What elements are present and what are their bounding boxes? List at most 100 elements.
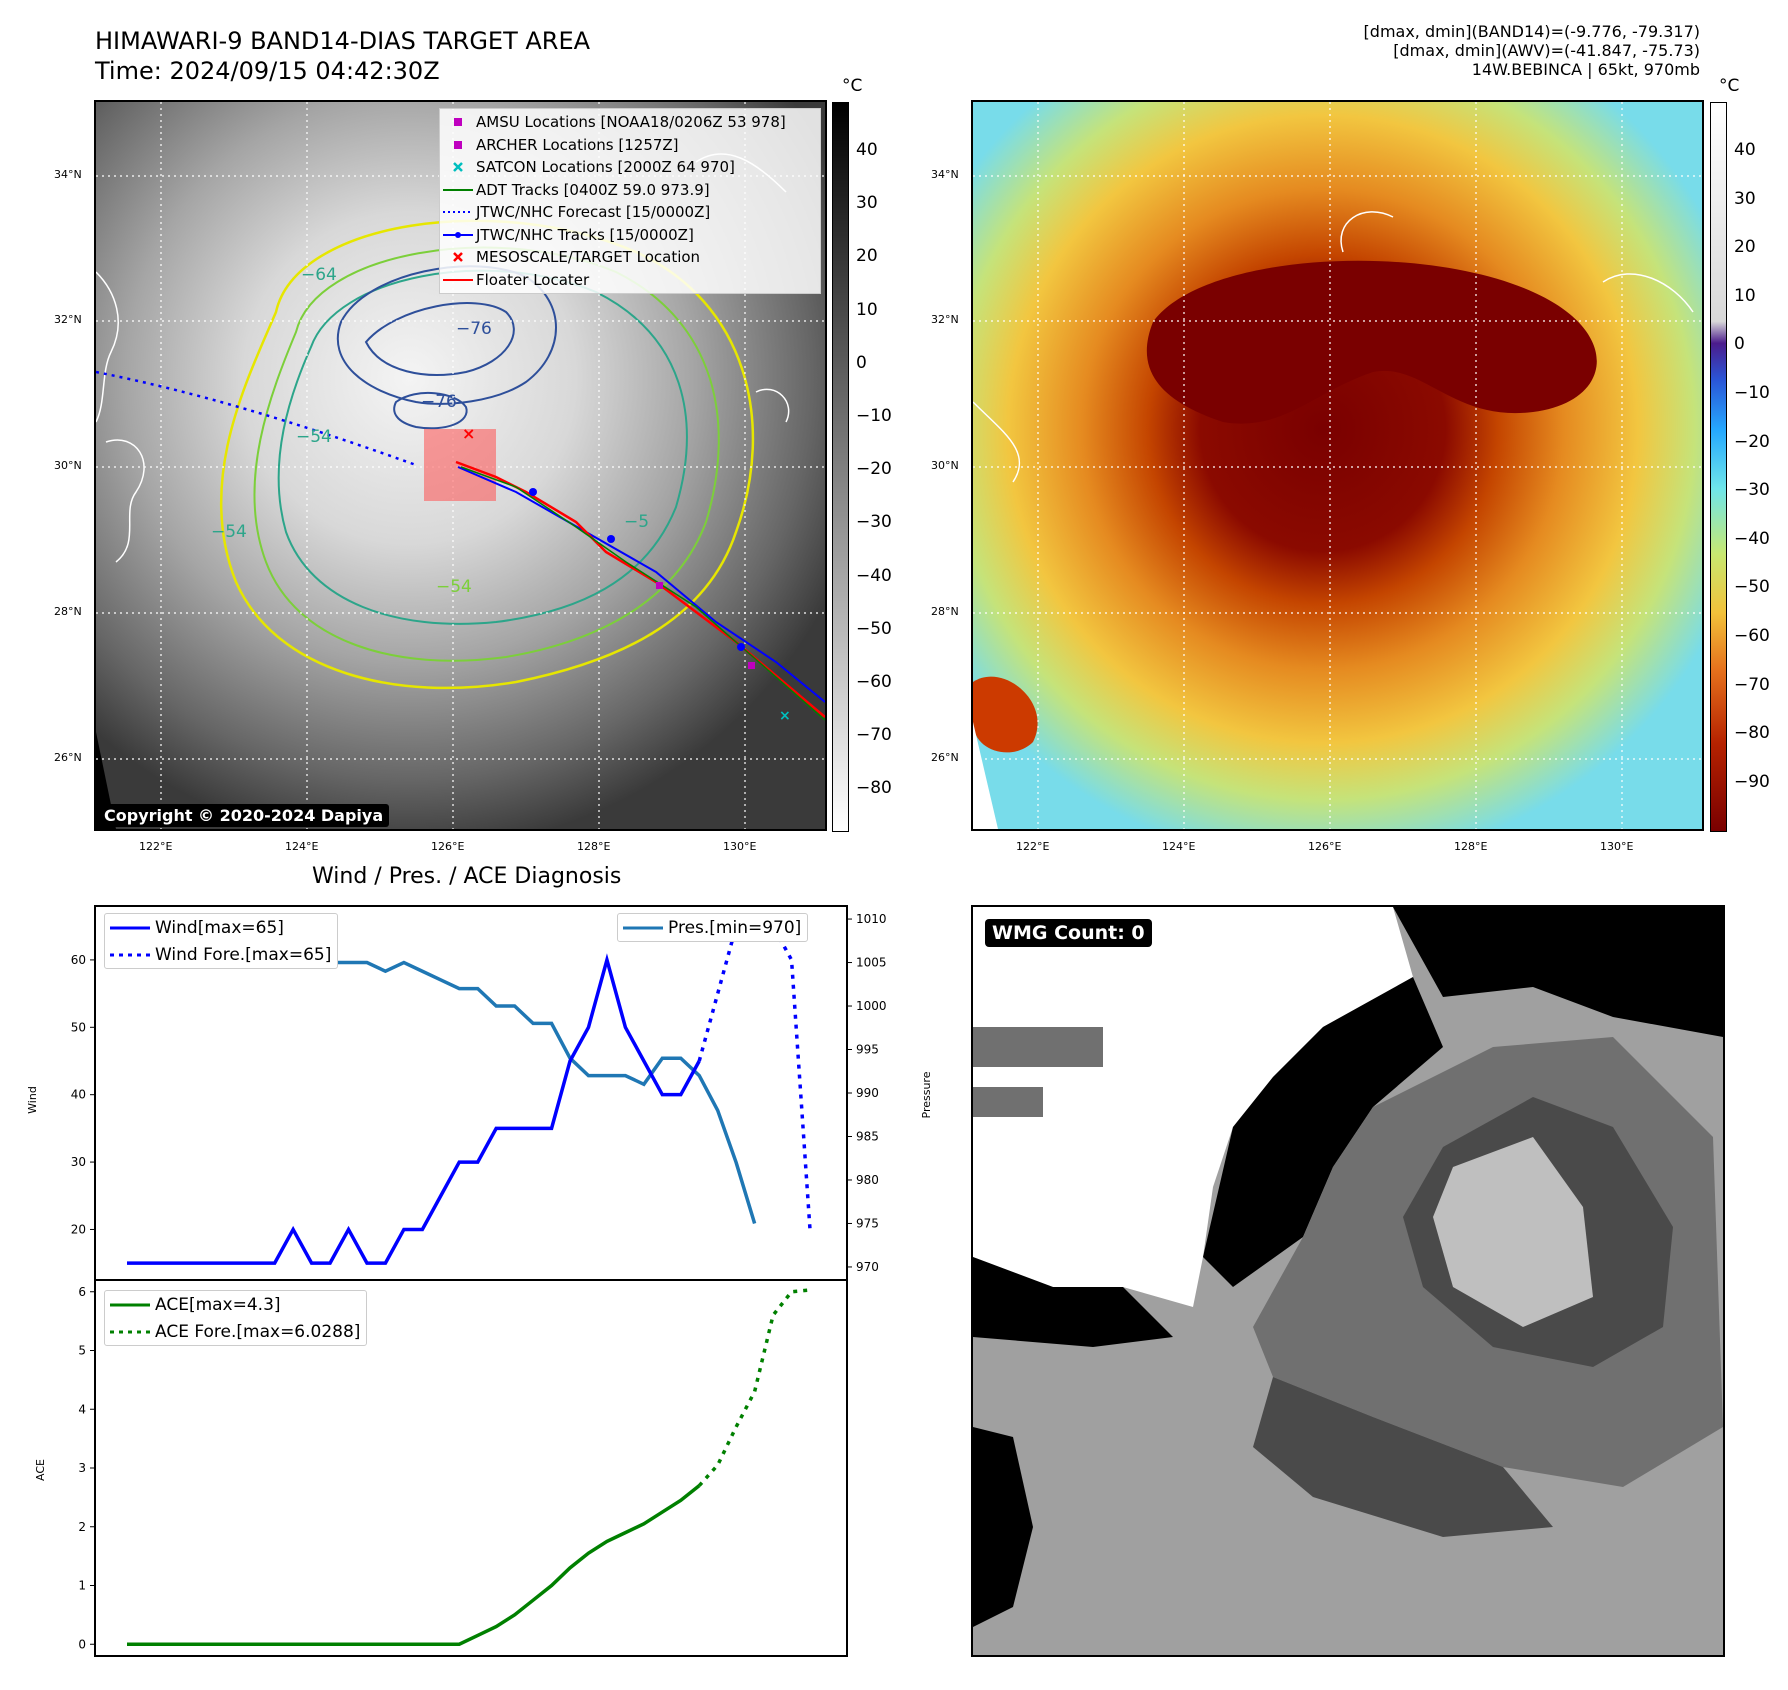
colorbar-tick: −50: [856, 618, 892, 639]
colorbar-tick: 40: [1734, 140, 1756, 160]
colorbar-tick: −60: [1734, 626, 1770, 646]
pressure-tick-label: 975: [856, 1216, 879, 1230]
awv-map-panel: [971, 100, 1704, 831]
ir-legend-item: AMSU Locations [NOAA18/0206Z 53 978]: [440, 111, 820, 134]
ace-tick-label: 5: [78, 1344, 86, 1358]
ir-legend-label: ARCHER Locations [1257Z]: [476, 135, 679, 154]
wind-axis-label: Wind: [26, 1086, 39, 1114]
ir-legend-label: JTWC/NHC Forecast [15/0000Z]: [476, 203, 711, 222]
pressure-tick-label: 985: [856, 1129, 879, 1143]
wind-tick-label: 20: [71, 1222, 86, 1236]
svg-text:×: ×: [462, 424, 475, 443]
colorbar-tick: −40: [1734, 528, 1770, 549]
ace-axis-label: ACE: [34, 1459, 47, 1481]
ir-legend-label: SATCON Locations [2000Z 64 970]: [476, 158, 735, 177]
ace-tick-label: 1: [78, 1579, 86, 1593]
ace-tick-label: 0: [78, 1637, 86, 1651]
ir-legend-item: JTWC/NHC Tracks [15/0000Z]: [440, 224, 820, 247]
info-block: [dmax, dmin](BAND14)=(-9.776, -79.317) […: [1100, 22, 1700, 79]
ir-legend: AMSU Locations [NOAA18/0206Z 53 978] ARCH…: [439, 108, 821, 294]
ace-legend: ACE[max=4.3] ACE Fore.[max=6.0288]: [104, 1290, 368, 1346]
ace-forecast-line: [697, 1288, 811, 1487]
chart-title: HIMAWARI-9 BAND14-DIAS TARGET AREA: [95, 27, 591, 55]
lon-tick: 122°E: [139, 840, 173, 853]
wind-tick-label: 50: [71, 1020, 86, 1034]
colorbar-tick: 30: [856, 193, 878, 214]
ir-map-panel: × × −64 −76 −76 −54 −54 −54 −5 AMSU Loca…: [94, 100, 827, 831]
lon-tick: 130°E: [1600, 840, 1634, 853]
lat-tick: 34°N: [54, 168, 82, 181]
ir-legend-label: AMSU Locations [NOAA18/0206Z 53 978]: [476, 113, 786, 132]
colorbar-tick: −20: [1734, 431, 1770, 452]
colorbar-tick: 20: [1734, 237, 1756, 258]
wind-legend: Wind[max=65] Wind Fore.[max=65]: [104, 913, 339, 969]
ir-legend-item: SATCON Locations [2000Z 64 970]: [440, 156, 820, 179]
info-awv: [dmax, dmin](AWV)=(-41.847, -75.73): [1393, 41, 1700, 60]
colorbar-tick: −10: [1734, 383, 1770, 403]
x-marker-icon: [440, 161, 476, 173]
legend-wind: Wind[max=65]: [155, 917, 284, 938]
ir-legend-item: JTWC/NHC Forecast [15/0000Z]: [440, 201, 820, 224]
ir-legend-label: MESOSCALE/TARGET Location: [476, 248, 701, 267]
ir-legend-item: MESOSCALE/TARGET Location: [440, 246, 820, 269]
lat-tick: 30°N: [931, 459, 959, 472]
ir-legend-label: ADT Tracks [0400Z 59.0 973.9]: [476, 180, 710, 199]
contour-label: −54: [211, 522, 247, 542]
pressure-axis-label: Pressure: [920, 1071, 933, 1118]
pressure-tick-label: 980: [856, 1173, 879, 1187]
wind-line: [127, 953, 701, 1265]
lat-tick: 32°N: [54, 313, 82, 326]
colorbar-left: [832, 102, 849, 832]
colorbar-tick: 20: [856, 246, 878, 267]
legend-pres: Pres.[min=970]: [668, 917, 802, 938]
awv-map-image: [973, 102, 1702, 829]
ir-legend-label: JTWC/NHC Tracks [15/0000Z]: [476, 225, 694, 244]
contour-label: −76: [456, 319, 492, 339]
colorbar-tick: −80: [1734, 723, 1770, 744]
wmg-image: [973, 907, 1723, 1627]
contour-label: −54: [296, 427, 332, 447]
ir-legend-label: Floater Locater: [476, 270, 590, 289]
colorbar-tick: −70: [856, 725, 892, 746]
ace-tick-label: 6: [78, 1285, 86, 1299]
colorbar-tick: −30: [1734, 480, 1770, 501]
contour-label: −5: [624, 512, 649, 532]
lon-tick: 124°E: [1162, 840, 1196, 853]
colorbar-tick: −20: [856, 459, 892, 480]
svg-text:×: ×: [779, 708, 791, 724]
legend-ace-fore: ACE Fore.[max=6.0288]: [155, 1321, 361, 1342]
colorbar-tick: −30: [856, 512, 892, 533]
colorbar-tick: −90: [1734, 771, 1770, 792]
contour-label: −76: [421, 392, 457, 412]
colorbar-right-unit: °C: [1719, 76, 1740, 96]
contour-label: −54: [436, 577, 472, 597]
ace-tick-label: 3: [78, 1461, 86, 1475]
pressure-tick-label: 995: [856, 1043, 879, 1057]
ir-legend-item: ARCHER Locations [1257Z]: [440, 134, 820, 157]
square-marker-icon: [440, 139, 476, 151]
chart-time: Time: 2024/09/15 04:42:30Z: [95, 57, 440, 85]
colorbar-tick: 0: [1734, 334, 1745, 355]
pressure-tick-label: 1005: [856, 956, 887, 970]
colorbar-tick: −40: [856, 565, 892, 586]
lat-tick: 32°N: [931, 313, 959, 326]
pressure-tick-label: 970: [856, 1260, 879, 1274]
x-marker-icon: [440, 251, 476, 263]
ir-legend-item: ADT Tracks [0400Z 59.0 973.9]: [440, 179, 820, 202]
colorbar-tick: 10: [856, 299, 878, 320]
line-marker-icon: [440, 187, 476, 193]
lon-tick: 124°E: [285, 840, 319, 853]
info-band14: [dmax, dmin](BAND14)=(-9.776, -79.317): [1363, 22, 1700, 41]
diagnosis-title: Wind / Pres. / ACE Diagnosis: [312, 864, 622, 889]
colorbar-tick: −10: [856, 406, 892, 426]
line-marker-icon: [440, 277, 476, 283]
wmg-count-badge: WMG Count: 0: [985, 919, 1152, 947]
line-marker-icon: [440, 231, 476, 239]
colorbar-tick: −50: [1734, 577, 1770, 598]
ace-tick-label: 4: [78, 1402, 86, 1416]
colorbar-tick: 40: [856, 140, 878, 160]
pressure-tick-label: 990: [856, 1086, 879, 1100]
lat-tick: 26°N: [931, 751, 959, 764]
colorbar-tick: 30: [1734, 188, 1756, 209]
lon-tick: 128°E: [1454, 840, 1488, 853]
